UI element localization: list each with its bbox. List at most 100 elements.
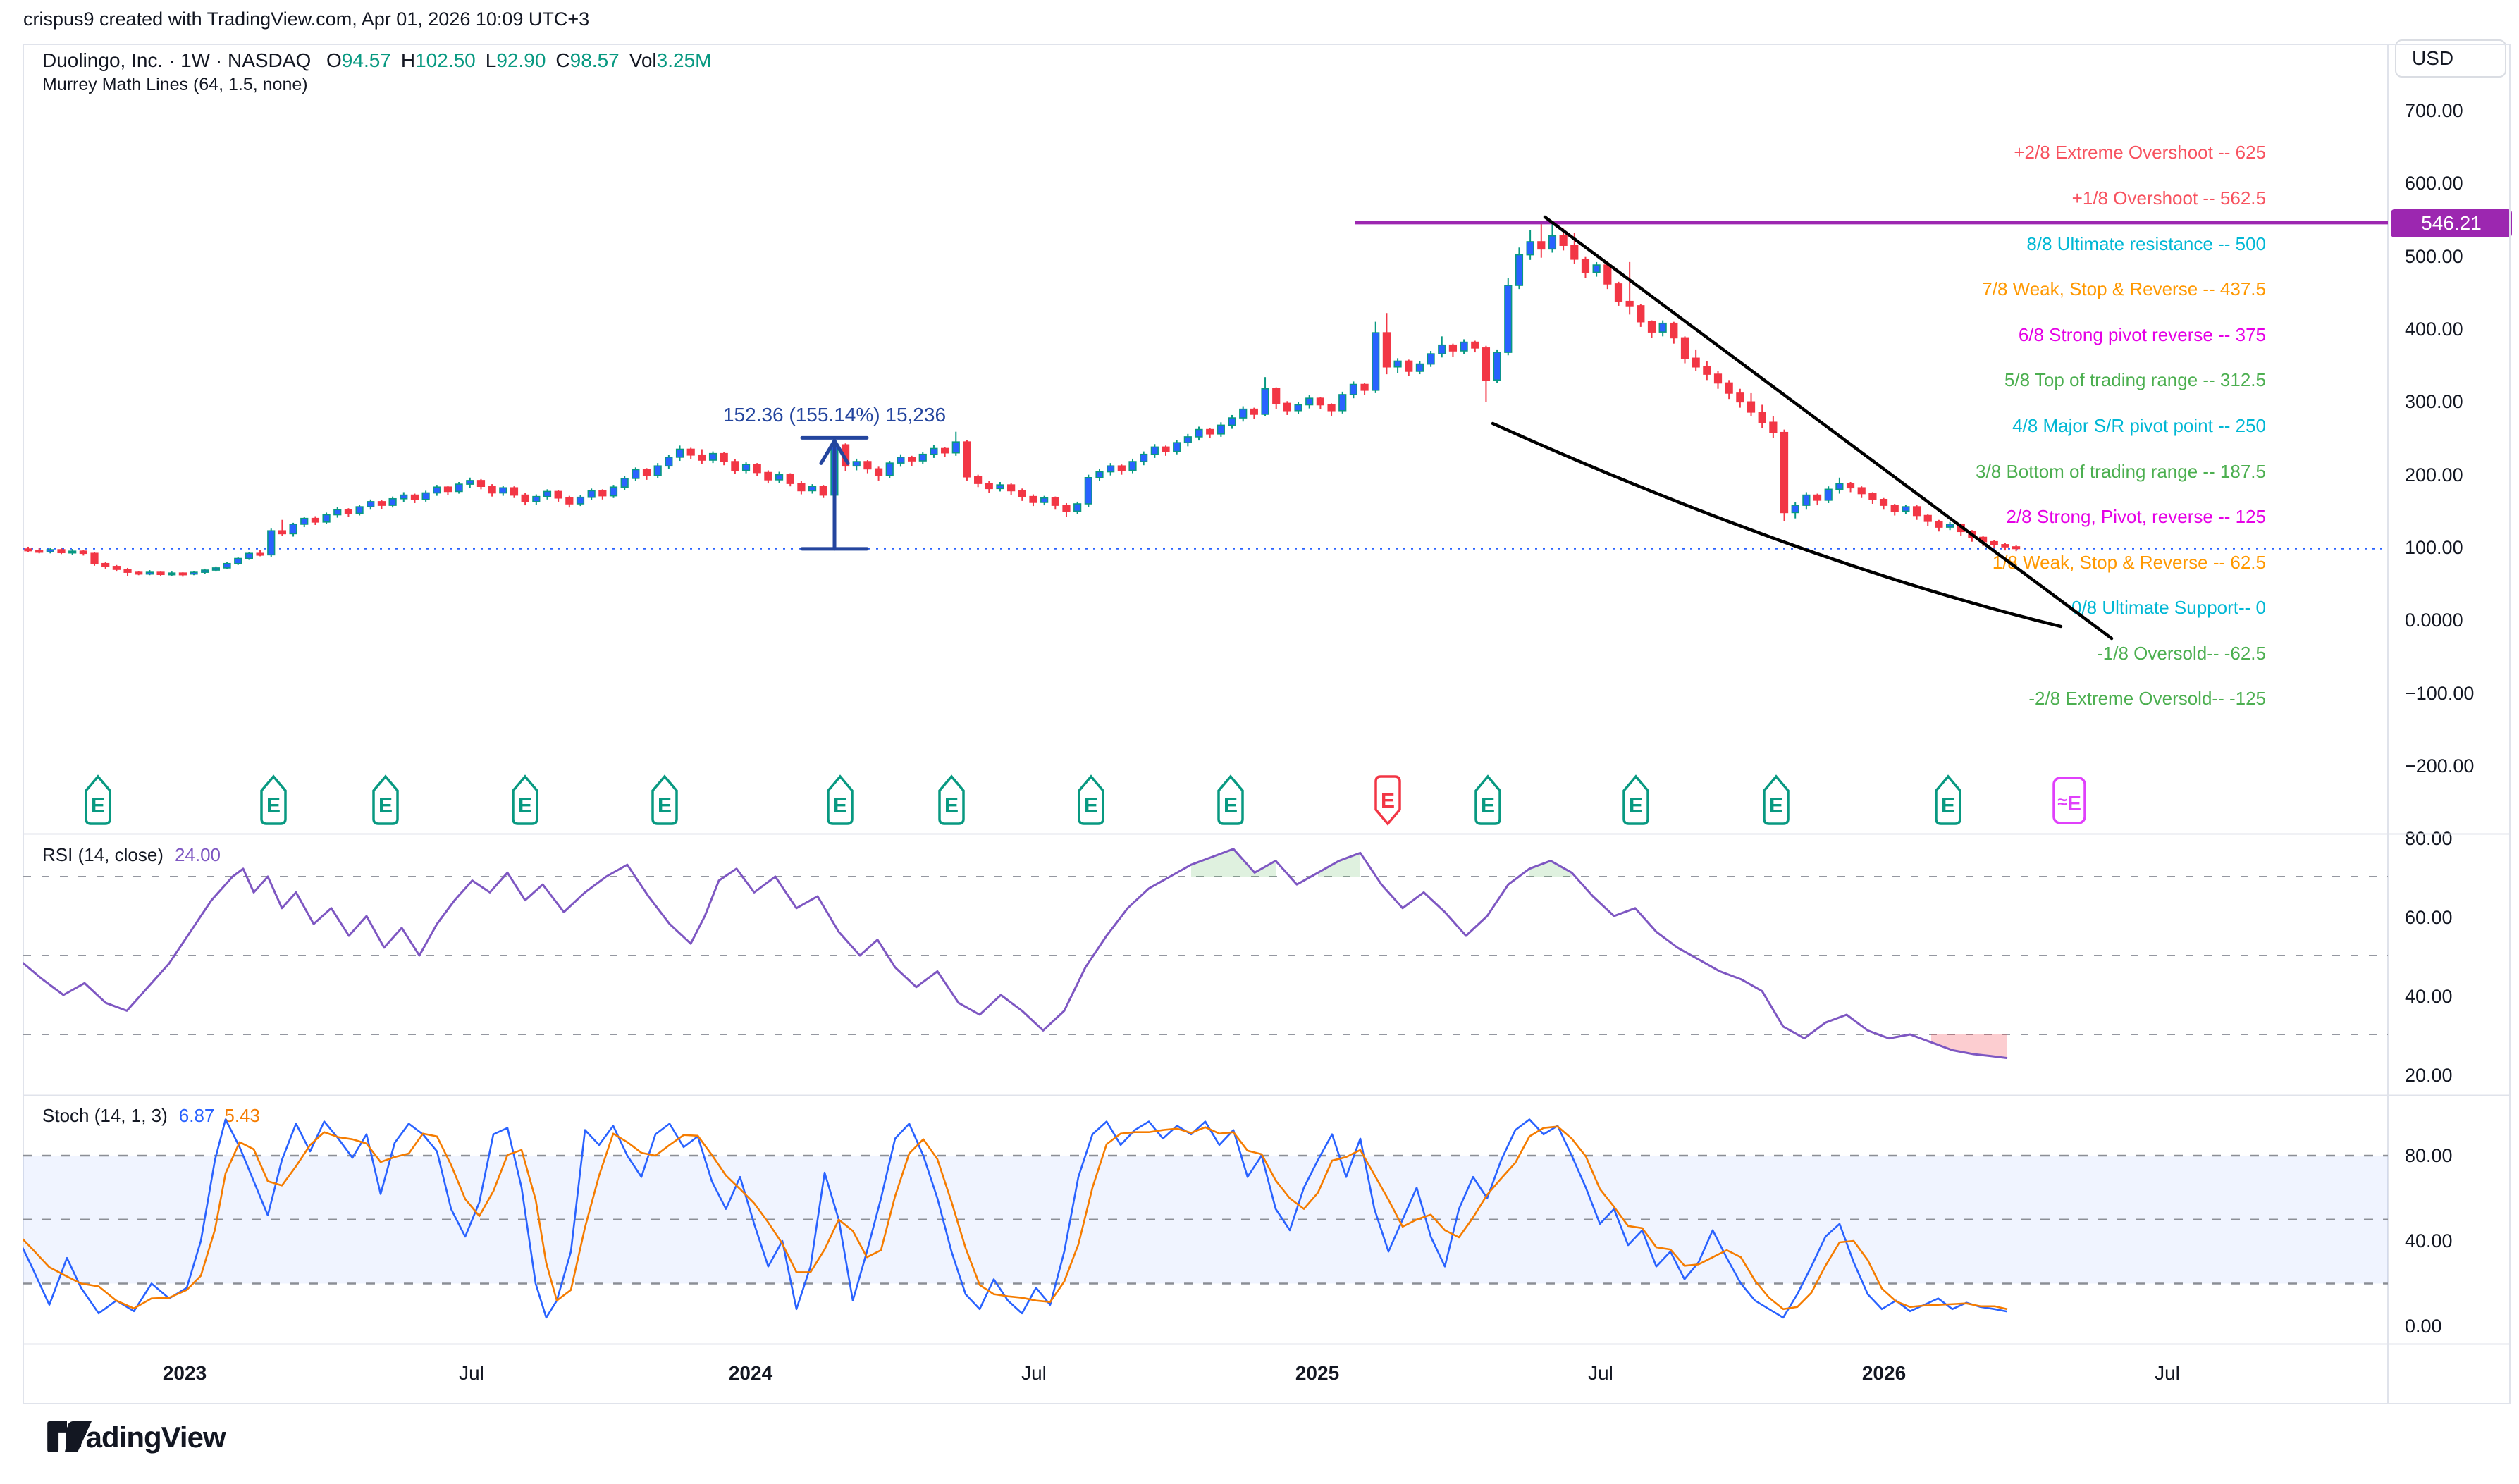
candle-down xyxy=(720,452,728,462)
candle-down xyxy=(2001,544,2009,548)
candle-down xyxy=(554,490,562,499)
tradingview-logo[interactable]: TradingView xyxy=(45,1421,226,1454)
candle-down xyxy=(863,461,872,470)
symbol-legend[interactable]: Duolingo, Inc. · 1W · NASDAQ O94.57 H102.… xyxy=(42,49,711,72)
candle-down xyxy=(1780,431,1789,514)
stoch-pane xyxy=(23,1118,2388,1319)
stoch-d-value: 5.43 xyxy=(224,1105,260,1126)
candle-down xyxy=(1018,490,1026,497)
candle-up xyxy=(1173,442,1181,452)
candle-up xyxy=(576,496,585,505)
candle-up xyxy=(1526,241,1534,256)
candle-down xyxy=(178,572,187,576)
candle-up xyxy=(897,457,905,464)
candle-down xyxy=(256,552,264,556)
candle-down xyxy=(443,486,452,493)
candle-up xyxy=(930,447,938,455)
candle-up xyxy=(289,524,297,535)
candle-up xyxy=(665,457,673,467)
murrey-level-label: 6/8 Strong pivot reverse -- 375 xyxy=(2018,323,2266,345)
time-axis-label[interactable]: Jul xyxy=(2155,1362,2180,1384)
candle-down xyxy=(1912,506,1921,517)
candle-down xyxy=(1725,382,1733,394)
candle-up xyxy=(499,487,507,494)
murrey-indicator-title[interactable]: Murrey Math Lines (64, 1.5, none) xyxy=(42,75,308,94)
candle-up xyxy=(1460,341,1468,352)
ohlc-values: O94.57 H102.50 L92.90 C98.57 Vol3.25M xyxy=(316,49,711,71)
candle-down xyxy=(1559,235,1568,246)
candle-down xyxy=(1846,483,1855,489)
time-axis-label[interactable]: 2026 xyxy=(1861,1362,1907,1384)
candle-down xyxy=(1868,493,1877,500)
time-axis-label[interactable]: Jul xyxy=(1588,1362,1613,1384)
candle-down xyxy=(598,490,607,497)
candle-up xyxy=(1107,465,1115,473)
earnings-badge-up xyxy=(1474,774,1501,825)
candle-up xyxy=(145,571,154,575)
earnings-badge-letter: E xyxy=(1629,794,1643,817)
candle-up xyxy=(1372,332,1380,391)
candle-up xyxy=(1824,488,1833,501)
candle-up xyxy=(632,469,640,479)
rsi-pane xyxy=(23,848,2388,1060)
candle-up xyxy=(388,497,397,506)
candle-down xyxy=(963,441,971,478)
candle-up xyxy=(245,552,254,559)
rsi-axis-tick: 40.00 xyxy=(2405,986,2453,1007)
murrey-level-label: 1/8 Weak, Stop & Reverse -- 62.5 xyxy=(1992,551,2266,573)
candle-down xyxy=(786,474,794,484)
candle-up xyxy=(333,509,342,516)
candle-down xyxy=(1117,465,1126,471)
rsi-axis-tick: 60.00 xyxy=(2405,907,2453,928)
candle-up xyxy=(1902,506,1910,512)
candle-down xyxy=(908,457,916,462)
murrey-level-label: +1/8 Overshoot -- 562.5 xyxy=(2071,187,2266,209)
candle-down xyxy=(101,562,110,567)
price-axis-tick: −100.00 xyxy=(2405,682,2475,704)
candle-up xyxy=(1073,503,1082,512)
candle-down xyxy=(278,530,287,535)
time-axis-label[interactable]: 2023 xyxy=(162,1362,207,1384)
earnings-badge-letter: E xyxy=(1224,794,1238,817)
price-axis-tick: −200.00 xyxy=(2405,755,2475,777)
time-axis-label[interactable]: Jul xyxy=(459,1362,484,1384)
candle-up xyxy=(46,549,54,552)
rsi-title: RSI (14, close) xyxy=(42,844,164,865)
candle-down xyxy=(1703,366,1711,375)
earnings-badge-up xyxy=(651,774,678,825)
candle-up xyxy=(1349,383,1357,395)
time-axis-label[interactable]: 2024 xyxy=(728,1362,773,1384)
candle-down xyxy=(1360,383,1369,391)
wedge-upper-trendline xyxy=(1543,215,2114,641)
candle-down xyxy=(1923,514,1932,522)
earnings-badge-approx: ≈ xyxy=(2057,793,2067,812)
candle-up xyxy=(620,478,629,488)
earnings-badge-letter: E xyxy=(91,794,105,817)
candle-down xyxy=(1250,408,1258,415)
attribution-text: crispus9 created with TradingView.com, A… xyxy=(23,8,590,30)
candle-down xyxy=(1990,540,1998,545)
candle-down xyxy=(1713,373,1723,384)
candle-down xyxy=(1482,347,1491,381)
earnings-badge-up xyxy=(1763,774,1790,825)
candle-down xyxy=(985,483,993,490)
currency-toggle[interactable]: USD xyxy=(2395,39,2506,78)
candle-down xyxy=(1647,321,1656,333)
candle-up xyxy=(1261,388,1269,415)
candle-down xyxy=(1448,344,1458,352)
rsi-line xyxy=(23,848,2008,1060)
rsi-header[interactable]: RSI (14, close) 24.00 xyxy=(42,844,221,866)
candle-up xyxy=(1140,453,1148,462)
candle-down xyxy=(1614,283,1623,302)
time-axis-label[interactable]: 2025 xyxy=(1295,1362,1340,1384)
murrey-level-label: 0/8 Ultimate Support-- 0 xyxy=(2071,597,2266,619)
time-axis-label[interactable]: Jul xyxy=(1021,1362,1047,1384)
murrey-level-label: -1/8 Oversold-- -62.5 xyxy=(2097,642,2266,664)
candle-down xyxy=(686,448,695,456)
candle-up xyxy=(653,465,662,476)
murrey-level-label: +2/8 Extreme Overshoot -- 625 xyxy=(2014,142,2266,163)
candle-up xyxy=(1095,471,1104,478)
rsi-value: 24.00 xyxy=(174,844,221,865)
stoch-header[interactable]: Stoch (14, 1, 3) 6.87 5.43 xyxy=(42,1105,260,1127)
